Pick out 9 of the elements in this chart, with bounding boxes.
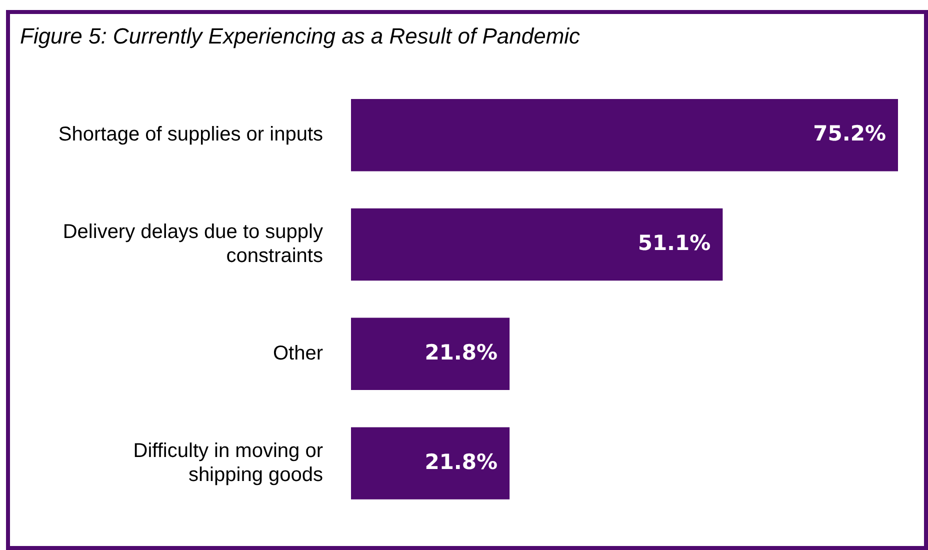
data-label: 75.2%	[813, 122, 886, 146]
chart-title: Figure 5: Currently Experiencing as a Result of Pandemic	[20, 23, 580, 48]
y-tick-label: Difficulty in moving or shipping goods	[133, 440, 324, 486]
data-label: 21.8%	[424, 340, 498, 364]
y-tick-label: Other	[272, 342, 324, 364]
y-tick-label: Delivery delays due to supply constraints	[62, 221, 323, 268]
data-label: 21.8%	[424, 450, 498, 474]
data-label: 51.1%	[638, 230, 711, 255]
y-tick-label: Shortage of supplies or inputs	[58, 124, 323, 146]
